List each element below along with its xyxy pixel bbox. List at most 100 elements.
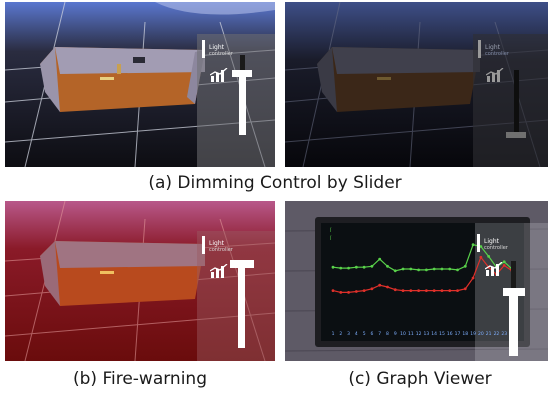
series-2-point xyxy=(502,264,506,267)
series-1-point xyxy=(479,245,483,248)
panel-dimming-bright: Light controller xyxy=(5,2,275,167)
series-2-point xyxy=(386,285,389,289)
series-2-point xyxy=(362,289,366,292)
controller-subtitle-dim: controller xyxy=(485,51,509,57)
bar-chart-icon[interactable] xyxy=(210,264,228,278)
light-controller: Light controller xyxy=(202,40,272,160)
series-1-point xyxy=(409,267,413,271)
series-2-point xyxy=(347,291,350,294)
controller-subtitle-graph: controller xyxy=(484,245,508,251)
light-controller-dim: Light controller xyxy=(478,40,546,160)
series-1-point xyxy=(417,268,421,272)
series-2-point xyxy=(471,276,475,280)
x-tick-label: 19 xyxy=(470,331,476,337)
series-2-point xyxy=(456,289,459,292)
series-2-point xyxy=(479,255,483,259)
x-tick-label: 18 xyxy=(462,331,468,337)
dimming-slider-handle[interactable] xyxy=(232,70,252,77)
controller-title-dim-text: Light xyxy=(485,44,500,51)
series-2-point xyxy=(424,289,428,292)
x-tick-label: 23 xyxy=(501,331,507,337)
series-1-point xyxy=(331,265,335,269)
series-2-point xyxy=(409,289,413,292)
series-2-point xyxy=(463,287,467,291)
x-tick-label: 6 xyxy=(370,331,373,337)
series-2-point xyxy=(331,289,335,292)
graph-legend-top: ĺ xyxy=(330,228,332,234)
controller-title: Light controller xyxy=(209,44,233,58)
controller-title-graph: Light controller xyxy=(484,238,508,252)
x-tick-label: 13 xyxy=(424,331,430,337)
graph-slider-fill[interactable] xyxy=(509,296,518,356)
x-tick-label: 2 xyxy=(339,331,342,337)
x-tick-label: 14 xyxy=(431,331,437,337)
series-1-point xyxy=(401,267,405,271)
graph-slider-handle[interactable] xyxy=(503,288,525,296)
caption-c: (c) Graph Viewer xyxy=(348,369,492,389)
dimming-slider-track[interactable] xyxy=(239,55,246,135)
series-1-point xyxy=(354,265,358,269)
series-2-point xyxy=(448,289,452,292)
x-tick-label: 10 xyxy=(400,331,406,337)
series-2-point xyxy=(370,287,374,291)
controller-subtitle-fire: controller xyxy=(209,247,233,253)
series-1-point xyxy=(378,257,382,261)
x-tick-label: 4 xyxy=(355,331,358,337)
x-tick-label: 5 xyxy=(363,331,366,337)
panel-graph-viewer: ĺ ĺ 1 2 3 4 5 6 7 8 9 10 11 12 13 14 15 16 17 18 19 20 21 22 2… xyxy=(285,201,548,361)
fire-slider-handle[interactable] xyxy=(230,260,254,268)
controller-title-graph-text: Light xyxy=(484,238,499,245)
x-tick-label: 8 xyxy=(386,331,389,337)
x-tick-label: 3 xyxy=(347,331,350,337)
x-tick-label: 20 xyxy=(478,331,484,337)
series-1-point xyxy=(370,264,374,268)
bar-chart-icon[interactable] xyxy=(486,68,504,82)
x-tick-label: 15 xyxy=(439,331,445,337)
series-1-point xyxy=(502,260,506,264)
x-tick-label: 22 xyxy=(494,331,500,337)
series-2-point xyxy=(401,289,405,292)
series-1-point xyxy=(347,266,350,270)
series-1-point xyxy=(432,267,436,271)
controller-title-text: Light xyxy=(209,44,224,51)
controller-indicator-bar-graph xyxy=(477,234,480,252)
series-2-point xyxy=(339,291,343,294)
series-1-point xyxy=(386,264,389,268)
series-1-point xyxy=(448,267,452,271)
series-1-point xyxy=(339,266,343,270)
graph-legend-bottom: ĺ xyxy=(330,236,332,242)
series-2-point xyxy=(417,289,421,292)
panel-fire-warning: Light controller xyxy=(5,201,275,361)
series-2-point xyxy=(440,289,444,292)
series-1-point xyxy=(456,268,459,272)
controller-indicator-bar xyxy=(202,40,205,58)
series-2-point xyxy=(354,290,358,293)
x-tick-label: 12 xyxy=(416,331,422,337)
light-controller-graph: Light controller xyxy=(477,234,545,356)
series-1-point xyxy=(440,267,444,271)
dimming-slider-track-dim[interactable] xyxy=(514,70,519,138)
controller-indicator-bar-dim xyxy=(478,40,481,58)
x-tick-label: 7 xyxy=(378,331,381,337)
controller-title-fire: Light controller xyxy=(209,240,233,254)
bar-chart-icon[interactable] xyxy=(210,68,228,82)
series-1-point xyxy=(362,265,366,269)
series-1-point xyxy=(424,268,428,272)
fire-slider-fill[interactable] xyxy=(238,268,245,348)
controller-subtitle: controller xyxy=(209,51,233,57)
series-1-point xyxy=(487,255,491,258)
light-controller-fire: Light controller xyxy=(202,236,272,358)
dimming-slider-handle-dim[interactable] xyxy=(506,132,526,138)
graph-slider-track[interactable] xyxy=(511,261,516,301)
x-tick-label: 9 xyxy=(394,331,397,337)
bar-chart-icon[interactable] xyxy=(485,262,503,276)
series-1-point xyxy=(471,243,475,247)
x-tick-label: 21 xyxy=(486,331,492,337)
x-tick-label: 16 xyxy=(447,331,453,337)
series-1-point xyxy=(463,264,467,268)
caption-b: (b) Fire-warning xyxy=(72,369,207,389)
controller-indicator-bar-fire xyxy=(202,236,205,254)
x-tick-label: 17 xyxy=(455,331,461,337)
x-tick-label: 11 xyxy=(408,331,414,337)
series-2-point xyxy=(378,283,382,287)
